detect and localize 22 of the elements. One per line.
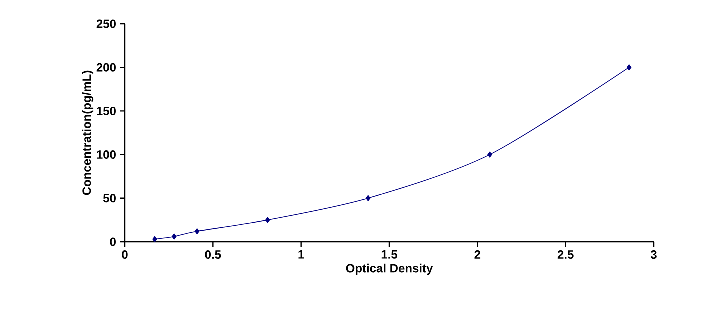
y-tick-label: 250 [96, 20, 116, 28]
x-tick-label: 3 [650, 250, 657, 260]
x-axis-title: Optical Density [346, 264, 434, 276]
point [152, 236, 158, 242]
y-tick-label: 0 [110, 238, 116, 246]
point [488, 152, 492, 158]
point [194, 228, 200, 235]
point [366, 195, 371, 202]
y-tick-label: 100 [97, 150, 116, 160]
y-tick-label: 150 [97, 106, 116, 116]
x-tick-label: 0.5 [205, 250, 222, 260]
x-tick-label: 0 [122, 250, 128, 260]
y-tick-label: 200 [96, 63, 116, 72]
x-tick-label: 1.5 [382, 250, 398, 259]
point [172, 234, 177, 240]
y-axis-title: Concentration(pg/mL) [82, 70, 94, 196]
point [626, 64, 632, 71]
y-tick-label: 50 [103, 194, 116, 203]
x-tick-label: 2.5 [558, 250, 574, 260]
x-tick-label: 1 [298, 250, 304, 259]
point [265, 217, 270, 224]
x-tick-label: 2 [474, 250, 481, 259]
